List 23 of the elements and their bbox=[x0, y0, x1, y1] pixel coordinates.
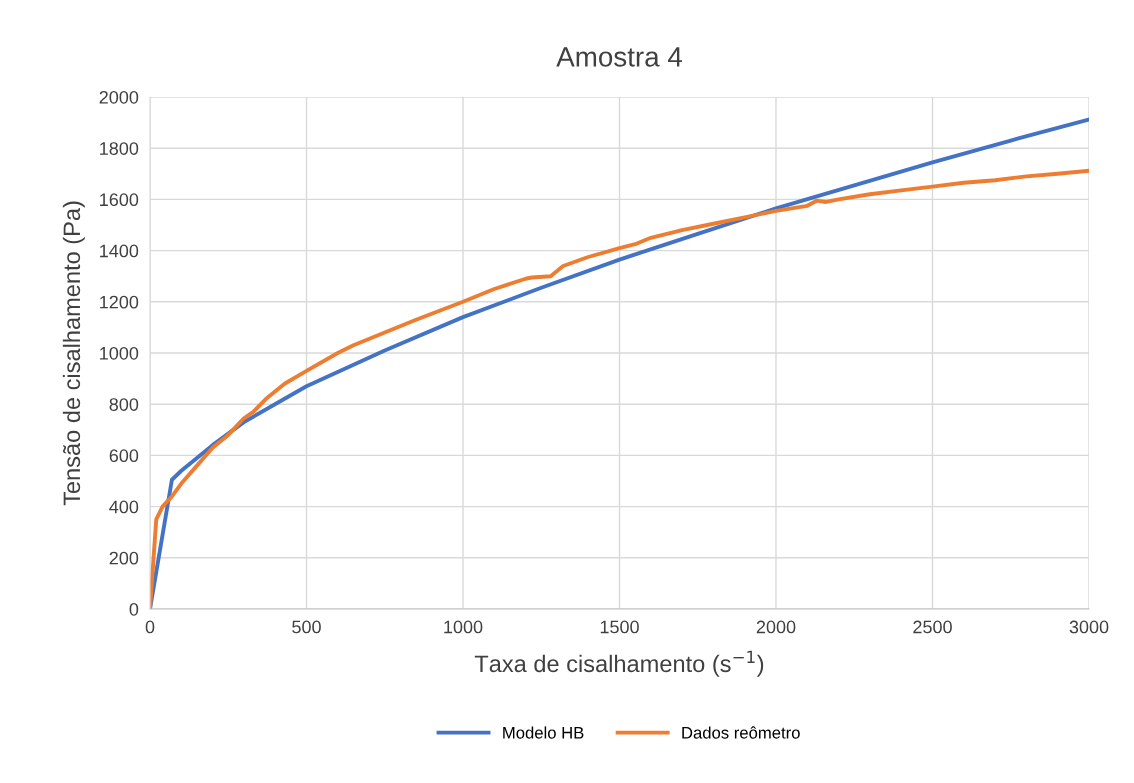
y-tick-label: 1400 bbox=[100, 244, 139, 258]
y-tick-label: 1200 bbox=[100, 295, 139, 309]
y-axis-title: Tensão de cisalhamento (Pa) bbox=[62, 201, 85, 506]
x-tick-label: 500 bbox=[292, 620, 321, 634]
x-tick-label: 1500 bbox=[600, 620, 639, 634]
y-tick-label: 400 bbox=[109, 500, 139, 514]
x-tick-label: 0 bbox=[145, 620, 155, 634]
x-axis-title: Taxa de cisalhamento (s$^{−1}$) bbox=[474, 650, 764, 677]
y-tick-label: 800 bbox=[109, 398, 139, 411]
y-tick-label: 200 bbox=[109, 551, 139, 565]
legend-label: Modelo HB bbox=[503, 726, 584, 739]
y-tick-label: 1800 bbox=[100, 142, 139, 155]
x-tick-label: 2500 bbox=[913, 620, 952, 634]
y-tick-label: 1000 bbox=[100, 346, 139, 360]
legend-label: Dados reômetro bbox=[682, 726, 800, 739]
y-tick-label: 600 bbox=[109, 449, 139, 463]
chart-title: Amostra 4 bbox=[556, 47, 682, 67]
x-tick-label: 1000 bbox=[444, 620, 483, 634]
x-tick-label: 3000 bbox=[1069, 620, 1109, 634]
y-tick-label: 0 bbox=[129, 602, 139, 616]
y-tick-label: 2000 bbox=[99, 90, 139, 104]
y-tick-label: 1600 bbox=[100, 193, 139, 207]
x-tick-label: 2000 bbox=[756, 620, 796, 634]
